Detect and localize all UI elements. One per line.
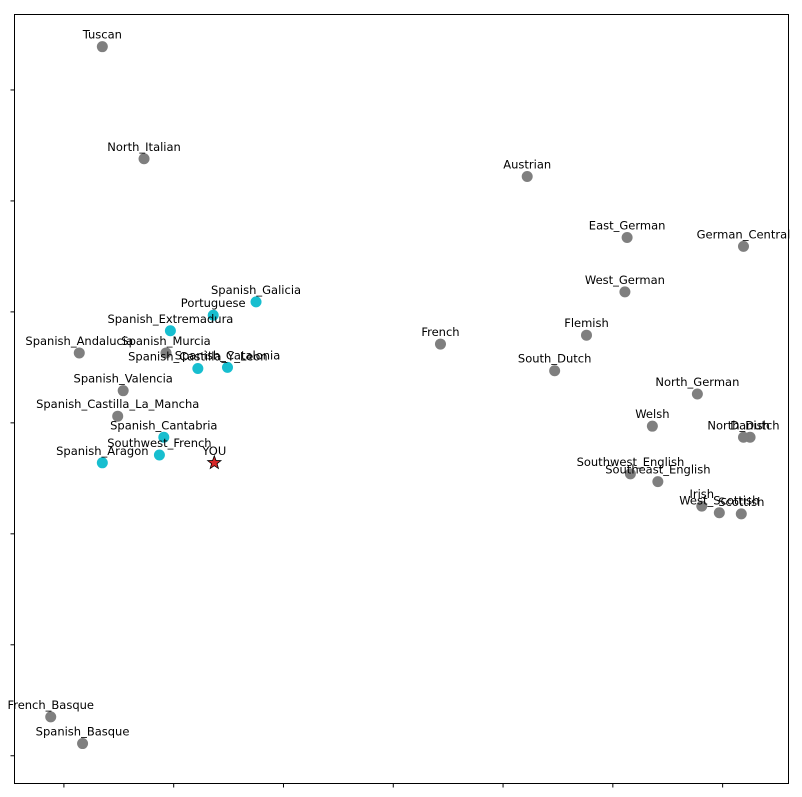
label-portuguese: Portuguese — [181, 296, 246, 310]
label-spanish-aragon: Spanish_Aragon — [56, 444, 148, 458]
label-spanish-castilla-la-mancha: Spanish_Castilla_La_Mancha — [36, 397, 199, 411]
point-north-german — [691, 388, 703, 400]
point-southwest-english — [624, 468, 636, 480]
point-french-basque — [45, 711, 57, 723]
label-scottish: Scottish — [718, 495, 764, 509]
label-south-dutch: South_Dutch — [518, 352, 591, 366]
axis-ticks — [10, 89, 724, 788]
label-spanish-galicia: Spanish_Galicia — [211, 283, 301, 297]
label-southeast-english: Southeast_English — [605, 463, 710, 477]
label-spanish-basque: Spanish_Basque — [36, 725, 130, 739]
point-spanish-extremadura — [164, 325, 176, 337]
label-spanish-valencia: Spanish_Valencia — [74, 372, 173, 386]
label-north-italian: North_Italian — [107, 140, 181, 154]
label-southwest-english: Southwest_English — [577, 455, 685, 469]
point-flemish — [580, 329, 592, 341]
point-spanish-valencia — [117, 385, 129, 397]
label-north-german: North_German — [655, 375, 739, 389]
label-you: YOU — [201, 444, 226, 458]
point-spanish-aragon — [96, 457, 108, 469]
label-southwest-french: Southwest_French — [107, 436, 211, 450]
label-flemish: Flemish — [564, 316, 609, 330]
point-spanish-cantabria — [158, 431, 170, 443]
point-spanish-castilla-la-mancha — [112, 410, 124, 422]
label-irish: Irish — [689, 487, 714, 501]
label-french: French — [421, 325, 459, 339]
point-labels: Tuscan North_Italian Austrian East_German Ge… — [7, 28, 790, 739]
point-irish — [696, 500, 708, 512]
label-austrian: Austrian — [503, 158, 551, 172]
label-west-scottish: West_Scottish — [679, 494, 759, 508]
point-west-scottish — [713, 507, 725, 519]
point-austrian — [521, 171, 533, 183]
point-southeast-english — [652, 476, 664, 488]
data-points — [45, 41, 756, 750]
point-french — [434, 338, 446, 350]
point-spanish-castilla-y-leon — [192, 362, 204, 374]
label-welsh: Welsh — [635, 407, 669, 421]
label-french-basque: French_Basque — [7, 698, 94, 712]
label-spanish-extremadura: Spanish_Extremadura — [107, 312, 233, 326]
point-spanish-andalucia — [73, 347, 85, 359]
point-south-dutch — [549, 365, 561, 377]
label-spanish-castilla-y-leon: Spanish_Castilla_Y_Leon — [128, 349, 268, 363]
label-tuscan: Tuscan — [82, 28, 122, 42]
point-welsh — [646, 420, 658, 432]
label-north-dutch: North_Dutch — [707, 418, 779, 432]
point-spanish-basque — [77, 738, 89, 750]
label-spanish-andalucia: Spanish_Andalucia — [25, 334, 133, 348]
point-west-german — [619, 286, 631, 298]
point-portuguese — [207, 309, 219, 321]
point-spanish-catalonia — [221, 361, 233, 373]
point-southwest-french — [153, 449, 165, 461]
point-scottish — [735, 508, 747, 520]
point-east-german — [621, 232, 633, 244]
label-spanish-murcia: Spanish_Murcia — [121, 334, 210, 348]
point-tuscan — [96, 41, 108, 53]
label-west-german: West_German — [585, 273, 665, 287]
label-spanish-catalonia: Spanish_Catalonia — [175, 348, 281, 362]
point-north-italian — [138, 153, 150, 165]
point-spanish-murcia — [160, 347, 172, 359]
point-spanish-galicia — [250, 296, 262, 308]
point-you-star — [206, 454, 223, 470]
label-german-central: German_Central — [697, 227, 791, 241]
point-north-dutch — [737, 431, 749, 443]
plot-frame — [14, 14, 789, 784]
point-german-central — [737, 240, 749, 252]
label-danish: Danish — [730, 418, 770, 432]
label-east-german: East_German — [589, 219, 666, 233]
label-spanish-cantabria: Spanish_Cantabria — [110, 418, 217, 432]
